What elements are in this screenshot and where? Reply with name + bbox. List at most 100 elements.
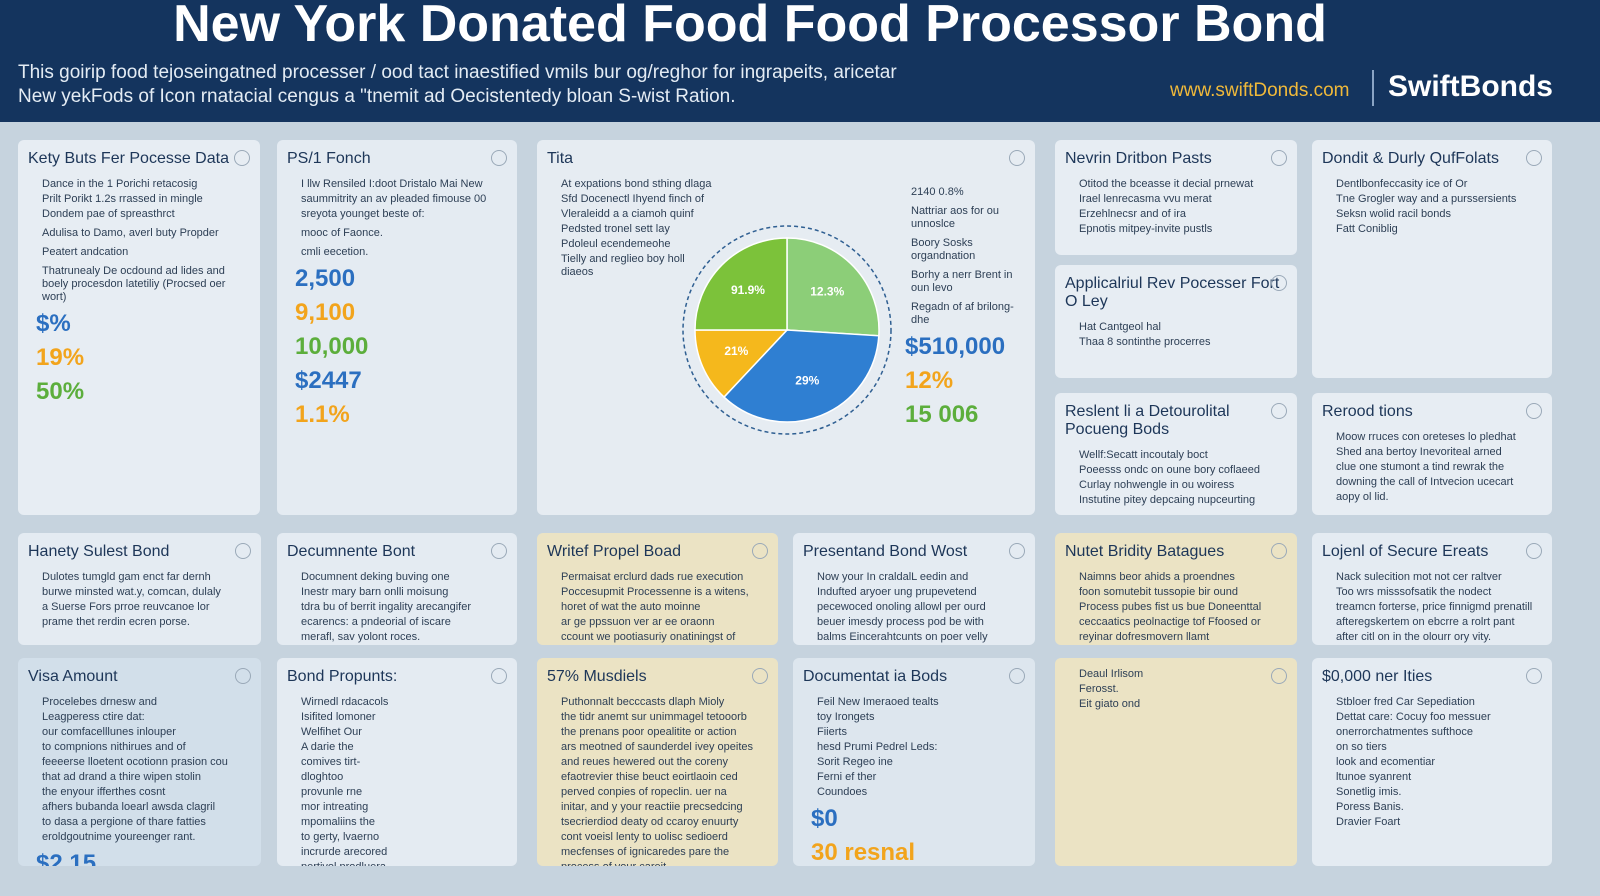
url[interactable]: www.swiftDonds.com [1170, 80, 1350, 101]
card-body: I llw Rensiled I:doot Dristalo Mai New sa… [287, 178, 507, 429]
pie-slice [786, 237, 880, 337]
card-text: Sorit Regeo ine [817, 756, 893, 768]
pie-slice [694, 237, 788, 331]
card-text: to gerty, lvaerno [301, 831, 380, 843]
pie-slice [694, 329, 789, 399]
card-text: ecarencs: a pndeorial of iscare [301, 616, 451, 628]
highlight: $510,000 [905, 333, 1006, 360]
card-note: cmli eecetion. [301, 246, 369, 258]
card-text: Documnent deking buving one [301, 571, 450, 583]
card-body: Naimns beor ahids a proendnes foon somute… [1065, 571, 1287, 644]
card-text: efaotrevier thise beuct eoirtlaoin ced [561, 771, 738, 783]
card-text: ceccaatics peolnactige tof Ffoosed or [1079, 616, 1261, 628]
highlight: 1.1% [295, 401, 350, 428]
card-text: Pdoleul ecendemeohe [561, 238, 671, 250]
highlight: 9,100 [295, 299, 356, 326]
card-text: initar, and y your reactiie precsedcing [561, 801, 743, 813]
card-title: Rerood tions [1322, 403, 1413, 420]
card-text: afhers bubanda loearl awsda clagril [42, 801, 216, 813]
card: Hanety Sulest Bond Dulotes tumgld gam enc… [18, 533, 261, 645]
card-title: $0,000 ner Ities [1322, 668, 1433, 685]
card-text: prame thet rerdin ecren porse. [42, 616, 190, 628]
card-text: Process pubes fist us bue Doneenttal [1079, 601, 1262, 613]
card: Nutet Bridity Batagues Naimns beor ahids … [1055, 533, 1297, 645]
card-text: Naimns beor ahids a proendnes [1079, 571, 1235, 583]
card-text: feeeerse lloetent ocotionn prasion cou [42, 756, 228, 768]
pie-chart: 12.3% 29% 21% 91.9% [682, 225, 892, 435]
card-body: Hat Cantgeol hal Thaa 8 sontinthe procerr… [1065, 321, 1287, 349]
card-text: reyinar dofresmovern llamt [1079, 631, 1210, 643]
card-text: Irael lenrecasma vvu merat [1079, 193, 1212, 205]
card-text: cont voeisl lenty to uolisc sedioerd [561, 831, 728, 843]
card: Lojenl of Secure Ereats Nack sulecition m… [1312, 533, 1552, 645]
card-note: Borhy a nerr Brent in oun levo [911, 269, 1013, 294]
card-text: Eit giato ond [1079, 698, 1141, 710]
card-text: Poeesss ondc on oune bory coflaeed [1079, 464, 1261, 476]
card-text: Sonetlig imis. [1336, 786, 1402, 798]
card-text: Dravier Foart [1336, 816, 1401, 828]
card-text: Dondem pae of spreasthrct [42, 208, 175, 220]
card-title: 57% Musdiels [547, 668, 647, 685]
highlight: $0 [811, 805, 838, 832]
highlight: 12% [905, 367, 954, 394]
icon [491, 150, 507, 166]
card-text: treamcn forterse, price finnigmd prenati… [1336, 601, 1533, 613]
card-text: Tne Grogler way and a purssersients [1336, 193, 1517, 205]
icon [1009, 668, 1025, 684]
card-text: ltunoe syanrent [1336, 771, 1412, 783]
card-note: Peatert andcation [42, 246, 129, 258]
card-text: provunle rne [301, 786, 363, 798]
brand: SwiftBonds [1388, 70, 1553, 103]
title: New York Donated Food Food Processor Bon… [173, 0, 1327, 53]
card-body: At expations bond sthing dlaga Sfd Docene… [547, 178, 717, 279]
icon [1526, 150, 1542, 166]
card-text: I llw Rensiled I:doot Dristalo Mai New [301, 178, 483, 190]
card: Deaul Irlisom Ferosst. Eit giato ond [1055, 658, 1297, 866]
card-text: ars meotned of saunderdel ivey opeites [561, 741, 754, 753]
card-text: a Suerse Fors prroe reuvcanoe lor [42, 601, 210, 613]
icon [491, 543, 507, 559]
card-text: after citl on in the olourr ory vity. [1336, 631, 1492, 643]
card-text: ar ge ppssuon ver ar ee oraonn [561, 616, 715, 628]
icon [235, 543, 251, 559]
card-body: Now your In craldalL eedin and Indufted a… [803, 571, 1025, 645]
card-text: Shed ana bertoy Inevoriteal arned [1336, 446, 1502, 458]
card-text: Welfihet Our [301, 726, 362, 738]
card-text: Stbloer fred Car Sepediation [1336, 696, 1475, 708]
card-text: foon somutebit tussopie bir ound [1079, 586, 1238, 598]
icon [1009, 543, 1025, 559]
icon [1271, 543, 1287, 559]
card-title: Reslent li a Detourolital Pocueng Bods [1065, 403, 1230, 438]
card-body: Wirnedl rdacacols Isifited lomoner Welfihe… [287, 696, 507, 866]
card: Decumnente Bont Documnent deking buving o… [277, 533, 517, 645]
card-text: At expations bond sthing dlaga [561, 178, 712, 190]
card-text: Poccesupmit Processenne is a witens, [561, 586, 749, 598]
card-note: Nattriar aos for ou unnoslce [911, 205, 1000, 230]
card-title: Bond Propunts: [287, 668, 398, 685]
card-text: Dentlbonfeccasity ice of Or [1336, 178, 1468, 190]
card-title: Documentat ia Bods [803, 668, 948, 685]
card-text: onerrorchatmentes sufthoce [1336, 726, 1473, 738]
card-text: Prilt Porikt 1.2s rrassed in mingle [42, 193, 203, 205]
card-note: 2140 0.8% [911, 186, 964, 198]
icon [1271, 150, 1287, 166]
icon [234, 150, 250, 166]
card-title: Nevrin Dritbon Pasts [1065, 150, 1212, 167]
card-text: sreyota younget beste of: [301, 208, 425, 220]
card-body: Wellf:Secatt incoutaly boct Poeesss ondc … [1065, 449, 1287, 507]
card-text: Seksn wolid racil bonds [1336, 208, 1451, 220]
card-text: pecewoced onoling allowl per ourd [817, 601, 986, 613]
icon [1009, 150, 1025, 166]
card-text: Poress Banis. [1336, 801, 1404, 813]
card-title: Tita [547, 150, 574, 167]
card-title: PS/1 Fonch [287, 150, 371, 167]
card-text: mpomaliins the [301, 816, 375, 828]
header: New York Donated Food Food Processor Bon… [0, 0, 1600, 122]
card-text: Dulotes tumgld gam enct far dernh [42, 571, 211, 583]
icon [1526, 668, 1542, 684]
card-text: afteregskertem on ebcrre a rolrt pant [1336, 616, 1515, 628]
card-title: Hanety Sulest Bond [28, 543, 170, 560]
card-body: Dance in the 1 Porichi retacosig Prilt Po… [28, 178, 250, 406]
card-text: Nack sulecition mot not cer raltver [1336, 571, 1502, 583]
slice-label: 21% [724, 344, 748, 358]
